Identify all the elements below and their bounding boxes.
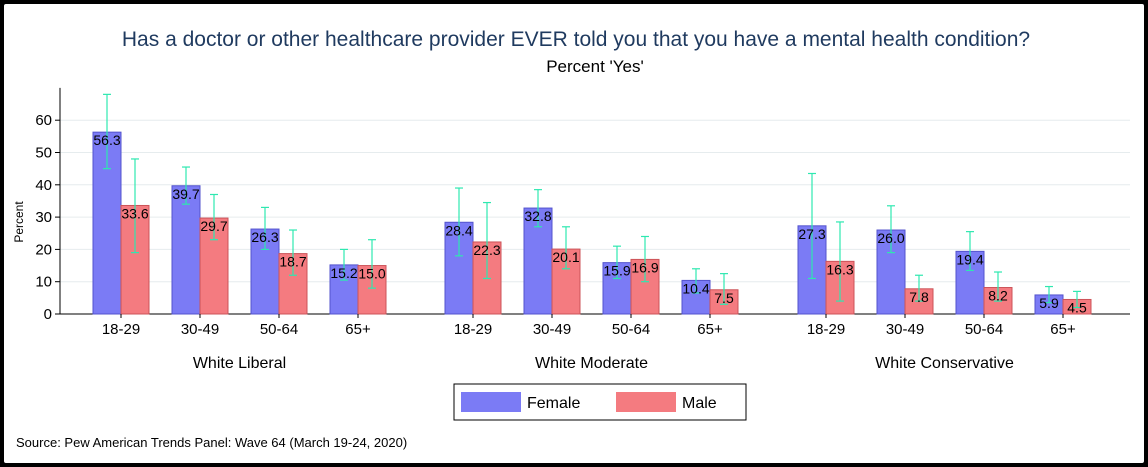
x-tick-label: 65+ <box>345 321 371 338</box>
data-label: 18.7 <box>279 254 306 270</box>
x-tick-label: 50-64 <box>260 321 298 338</box>
x-tick-label: 18-29 <box>807 321 845 338</box>
y-tick-label: 40 <box>35 177 52 194</box>
data-label: 22.3 <box>473 242 500 258</box>
bar-female <box>171 185 201 315</box>
data-label: 15.0 <box>358 266 385 282</box>
bar-chart: Has a doctor or other healthcare provide… <box>12 28 1130 450</box>
x-tick-label: 30-49 <box>886 321 924 338</box>
data-label: 4.5 <box>1067 299 1087 315</box>
bars: 56.3 33.6 39.729.7 26.318.7 15.2 15.0 28.422.3… <box>92 93 1092 315</box>
data-label: 7.5 <box>714 290 734 306</box>
chart-frame: Has a doctor or other healthcare provide… <box>4 4 1144 463</box>
data-label: 33.6 <box>121 205 148 221</box>
data-label: 27.3 <box>798 226 825 242</box>
data-label: 26.3 <box>251 229 278 245</box>
y-tick-label: 0 <box>44 306 52 323</box>
legend: Female Male <box>453 383 747 421</box>
legend-swatch-female <box>461 392 521 412</box>
chart-title: Has a doctor or other healthcare provide… <box>122 28 1030 51</box>
group-label: White Conservative <box>875 355 1014 372</box>
y-tick-label: 60 <box>35 112 52 129</box>
data-label: 16.9 <box>631 259 658 275</box>
x-tick-label: 18-29 <box>454 321 492 338</box>
x-tick-label: 50-64 <box>965 321 1003 338</box>
x-tick-label: 18-29 <box>102 321 140 338</box>
x-tick-label: 65+ <box>697 321 723 338</box>
gridlines <box>60 119 1130 283</box>
legend-swatch-male <box>616 392 676 412</box>
group-label: White Moderate <box>535 355 648 372</box>
data-label: 39.7 <box>172 186 199 202</box>
x-tick-label: 65+ <box>1050 321 1076 338</box>
group-label: White Liberal <box>193 355 286 372</box>
data-label: 56.3 <box>93 132 120 148</box>
y-tick-label: 20 <box>35 241 52 258</box>
data-label: 20.1 <box>552 249 579 265</box>
x-tick-label: 30-49 <box>181 321 219 338</box>
legend-label-male: Male <box>682 395 717 412</box>
legend-label-female: Female <box>527 395 580 412</box>
y-axis: 0 10 20 30 40 50 60 <box>35 87 1130 323</box>
x-tick-label: 30-49 <box>533 321 571 338</box>
data-label: 15.9 <box>603 263 630 279</box>
data-label: 15.2 <box>330 265 357 281</box>
y-tick-label: 50 <box>35 145 52 162</box>
data-label: 16.3 <box>826 261 853 277</box>
data-label: 19.4 <box>956 251 983 267</box>
chart-subtitle: Percent 'Yes' <box>546 57 644 76</box>
y-tick-label: 30 <box>35 209 52 226</box>
data-label: 7.8 <box>909 289 929 305</box>
y-tick-label: 10 <box>35 274 52 291</box>
data-label: 8.2 <box>988 288 1008 304</box>
data-label: 29.7 <box>200 218 227 234</box>
data-label: 5.9 <box>1039 295 1059 311</box>
data-label: 26.0 <box>877 230 904 246</box>
data-label: 28.4 <box>445 222 472 238</box>
x-axis-labels: 18-29 30-49 50-64 65+ White Liberal 18-29 30-4… <box>102 314 1076 372</box>
source-note: Source: Pew American Trends Panel: Wave … <box>16 435 407 450</box>
data-label: 32.8 <box>524 208 551 224</box>
y-axis-label: Percent <box>12 201 26 243</box>
data-label: 10.4 <box>682 280 709 296</box>
x-tick-label: 50-64 <box>612 321 650 338</box>
